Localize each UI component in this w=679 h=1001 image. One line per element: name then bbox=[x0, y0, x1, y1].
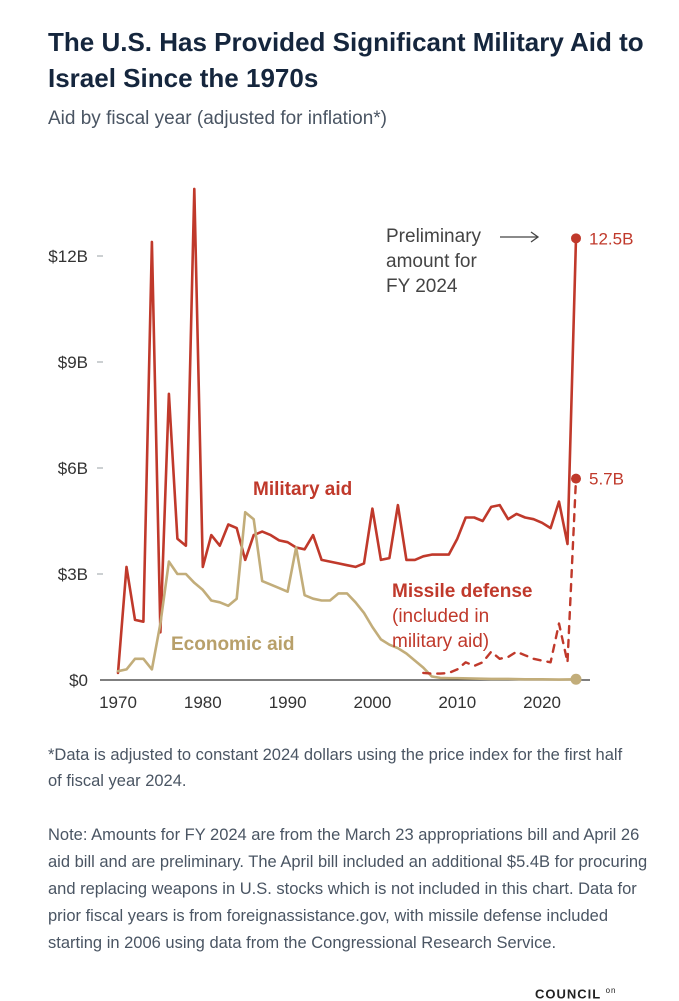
x-tick-label: 1980 bbox=[184, 693, 222, 712]
preliminary-label-3: FY 2024 bbox=[386, 276, 458, 297]
chart-subtitle: Aid by fiscal year (adjusted for inflati… bbox=[48, 108, 387, 129]
preliminary-label-1: Preliminary bbox=[386, 226, 482, 247]
x-tick-label: 2000 bbox=[354, 693, 392, 712]
y-tick-label: $6B bbox=[58, 459, 88, 478]
y-tick-label: $9B bbox=[58, 353, 88, 372]
military-aid-endpoint bbox=[571, 233, 581, 244]
arrow-right-icon bbox=[500, 231, 540, 243]
x-axis: 1970 1980 1990 2000 2010 2020 bbox=[99, 679, 590, 712]
missile-defense-label: Missile defense bbox=[392, 581, 532, 602]
y-tick-label: $12B bbox=[48, 247, 88, 266]
economic-aid-line bbox=[116, 510, 578, 681]
preliminary-label-2: amount for bbox=[386, 251, 477, 272]
y-tick-label: $3B bbox=[58, 565, 88, 584]
annotation-layer: Military aid Economic aid Missile defens… bbox=[171, 226, 633, 655]
economic-aid-label: Economic aid bbox=[171, 634, 295, 655]
military-aid-label: Military aid bbox=[253, 479, 352, 500]
missile-defense-sublabel-1: (included in bbox=[392, 606, 489, 627]
missile-defense-included-in-military-aid-line bbox=[422, 477, 578, 675]
aid-line-chart: $0 $3B $6B $9B $12B 1970 1980 1990 2000 2010 2020… bbox=[48, 187, 633, 712]
military-aid-line bbox=[116, 187, 578, 675]
x-tick-label: 1970 bbox=[99, 693, 137, 712]
y-tick-label: $0 bbox=[69, 671, 88, 690]
source-note: Note: Amounts for FY 2024 are from the M… bbox=[48, 826, 648, 952]
military-aid-end-value: 12.5B bbox=[589, 229, 633, 248]
chart-title: The U.S. Has Provided Significant Milita… bbox=[48, 27, 644, 93]
x-tick-label: 2010 bbox=[438, 693, 476, 712]
series-layer bbox=[116, 187, 582, 685]
brand-logo: COUNCIL on bbox=[535, 986, 617, 1001]
y-axis: $0 $3B $6B $9B $12B bbox=[48, 247, 103, 690]
missile-defense-sublabel-2: military aid) bbox=[392, 631, 489, 652]
x-tick-label: 2020 bbox=[523, 693, 561, 712]
missile-defense-end-value: 5.7B bbox=[589, 470, 624, 489]
economic-aid-endpoint bbox=[570, 673, 582, 685]
missile-defense-endpoint bbox=[571, 473, 581, 484]
footnote: *Data is adjusted to constant 2024 dolla… bbox=[48, 746, 623, 790]
x-tick-label: 1990 bbox=[269, 693, 307, 712]
